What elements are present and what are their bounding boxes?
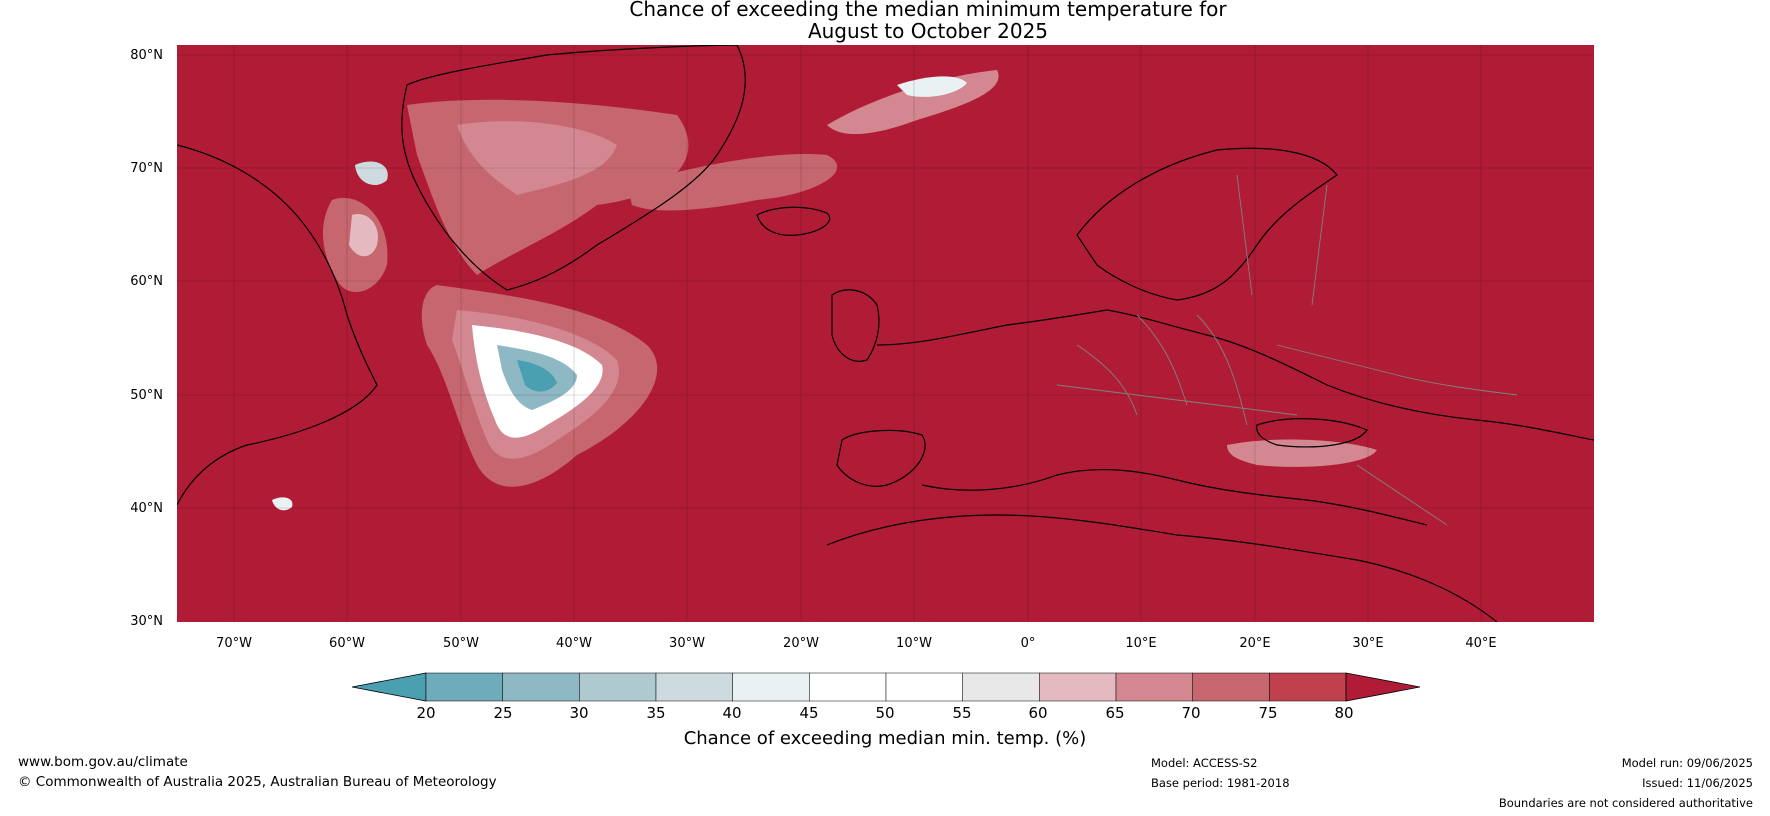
colorbar-tick-80: 80: [1334, 704, 1354, 722]
colorbar-tick-20: 20: [416, 704, 436, 722]
colorbar-tick-65: 65: [1105, 704, 1125, 722]
map-area: [177, 45, 1594, 622]
greenland-sea-patch-inner: [457, 121, 617, 195]
colorbar-extend-low: [352, 672, 427, 702]
lat-label-60n: 60°N: [130, 274, 163, 289]
iceland-sea-patch: [627, 154, 838, 211]
colorbar-tick-25: 25: [493, 704, 513, 722]
model-text: Model: ACCESS-S2: [1151, 756, 1258, 770]
lat-label-40n: 40°N: [130, 501, 163, 516]
lon-label-30w: 30°W: [669, 636, 705, 651]
atlantic-patch-core: [517, 360, 557, 392]
copyright-text: © Commonwealth of Australia 2025, Austra…: [18, 774, 497, 790]
europe-coast: [876, 309, 1594, 441]
lon-label-20w: 20°W: [783, 636, 819, 651]
baffin-patch: [355, 161, 388, 185]
canada-coast: [177, 144, 378, 506]
colorbar-segment: [1269, 672, 1347, 702]
lat-label-30n: 30°N: [130, 614, 163, 629]
colorbar-segment: [1039, 672, 1117, 702]
colorbar-segment: [579, 672, 657, 702]
lon-label-40w: 40°W: [556, 636, 592, 651]
lon-label-10w: 10°W: [896, 636, 932, 651]
anomaly-shading: [272, 70, 1377, 511]
colorbar: [352, 672, 1420, 702]
colorbar-extend-high: [1345, 672, 1420, 702]
greenland-coast: [401, 45, 746, 291]
colorbar-segment: [655, 672, 733, 702]
colorbar-tick-60: 60: [1028, 704, 1048, 722]
colorbar-segment: [885, 672, 963, 702]
mediterranean-coast: [921, 468, 1428, 526]
black-sea-coast: [1256, 418, 1368, 448]
colorbar-segment: [502, 672, 580, 702]
colorbar-tick-45: 45: [799, 704, 819, 722]
lon-label-30e: 30°E: [1352, 636, 1384, 651]
lon-label-10e: 10°E: [1125, 636, 1157, 651]
black-sea-patch: [1227, 439, 1377, 467]
disclaimer-text: Boundaries are not considered authoritat…: [1498, 796, 1753, 810]
lat-label-50n: 50°N: [130, 388, 163, 403]
africa-coast: [826, 514, 1498, 622]
model-run-text: Model run: 09/06/2025: [1621, 756, 1753, 770]
colorbar-tick-75: 75: [1258, 704, 1278, 722]
colorbar-segments: [352, 672, 1420, 702]
colorbar-tick-30: 30: [569, 704, 589, 722]
coastlines: [177, 45, 1594, 622]
map-canvas: [177, 45, 1594, 622]
colorbar-tick-70: 70: [1181, 704, 1201, 722]
iberia-coast: [836, 429, 926, 487]
colorbar-segment: [732, 672, 810, 702]
website-text: www.bom.gov.au/climate: [18, 754, 188, 770]
lon-label-20e: 20°E: [1239, 636, 1271, 651]
colorbar-segment: [425, 672, 503, 702]
lon-label-40e: 40°E: [1465, 636, 1497, 651]
country-borders: [1056, 174, 1518, 526]
map-title: Chance of exceeding the median minimum t…: [0, 0, 1770, 42]
colorbar-tick-35: 35: [646, 704, 666, 722]
base-period-text: Base period: 1981-2018: [1151, 776, 1290, 790]
iceland-coast: [756, 206, 831, 236]
lon-label-60w: 60°W: [329, 636, 365, 651]
lat-label-70n: 70°N: [130, 161, 163, 176]
graticule: [177, 45, 1594, 622]
colorbar-segment: [962, 672, 1040, 702]
british-isles-coast: [831, 289, 880, 362]
scandinavia-coast: [1076, 147, 1338, 301]
svalbard-patch-light: [897, 76, 967, 97]
lon-label-50w: 50°W: [443, 636, 479, 651]
svalbard-patch: [827, 70, 999, 135]
lat-label-80n: 80°N: [130, 48, 163, 63]
issued-text: Issued: 11/06/2025: [1642, 776, 1753, 790]
colorbar-tick-40: 40: [722, 704, 742, 722]
colorbar-tick-55: 55: [952, 704, 972, 722]
colorbar-segment: [1115, 672, 1193, 702]
colorbar-label: Chance of exceeding median min. temp. (%…: [683, 728, 1087, 749]
colorbar-tick-50: 50: [875, 704, 895, 722]
colorbar-segment: [809, 672, 887, 702]
labrador-patch-light: [349, 214, 378, 257]
colorbar-segment: [1192, 672, 1270, 702]
lon-label-0: 0°: [1020, 636, 1036, 651]
title-line-2: August to October 2025: [807, 19, 1049, 43]
small-patch: [272, 497, 293, 511]
lon-label-70w: 70°W: [216, 636, 252, 651]
title-line-1: Chance of exceeding the median minimum t…: [629, 0, 1227, 21]
